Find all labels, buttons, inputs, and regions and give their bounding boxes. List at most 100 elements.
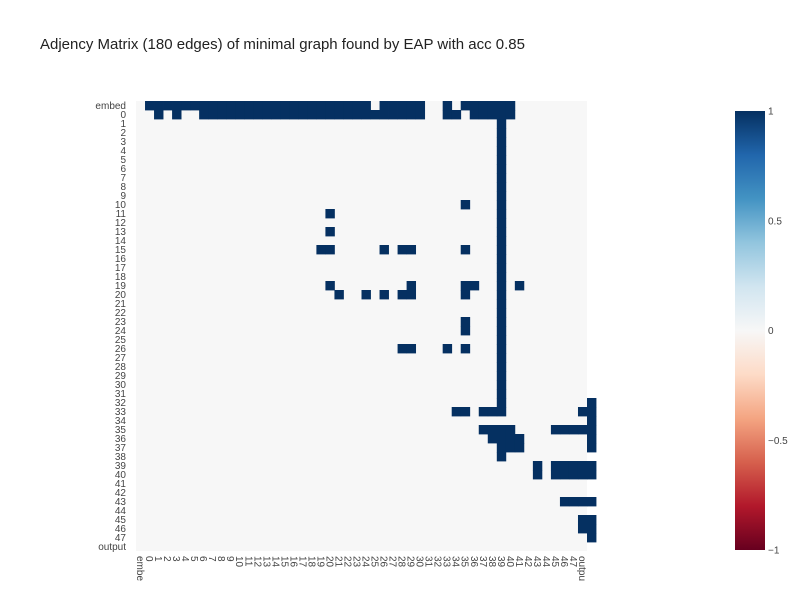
- heatmap-cell: [496, 263, 507, 273]
- x-tick-label: 47: [567, 556, 578, 568]
- heatmap-cell: [577, 515, 588, 525]
- colorbar-tick-label: −0.5: [768, 436, 788, 447]
- x-tick-label: 5: [188, 556, 199, 562]
- heatmap-cell: [496, 137, 507, 147]
- heatmap-cell: [190, 101, 200, 111]
- heatmap-cell: [559, 497, 570, 507]
- heatmap-cell: [397, 344, 407, 354]
- x-tick-label: 9: [224, 556, 235, 562]
- x-tick-label: 0: [143, 556, 154, 562]
- y-tick-label: 26: [115, 344, 127, 355]
- colorbar-tick-label: 0: [768, 326, 774, 337]
- heatmap-cell: [163, 101, 173, 111]
- heatmap-cell: [298, 101, 308, 111]
- heatmap-cell: [406, 281, 417, 291]
- x-tick-label: 35: [459, 556, 470, 568]
- heatmap-cell: [379, 290, 389, 300]
- heatmap-cell: [587, 524, 597, 534]
- y-tick-label: 3: [120, 137, 126, 148]
- heatmap-cell: [460, 281, 471, 291]
- y-tick-label: 30: [115, 380, 127, 391]
- heatmap-cell: [460, 344, 471, 354]
- heatmap-cell: [587, 515, 597, 525]
- y-axis-ticks: embed01234567891011121314151617181920212…: [95, 101, 126, 553]
- heatmap-cell: [244, 101, 254, 111]
- heatmap-cell: [325, 110, 335, 120]
- heatmap-cell: [496, 272, 507, 282]
- heatmap-cell: [496, 173, 507, 183]
- heatmap-cell: [496, 182, 507, 192]
- x-axis-ticks: embe012345678910111213141516171819202122…: [134, 556, 587, 581]
- heatmap-cell: [587, 407, 597, 417]
- heatmap-cell: [577, 461, 588, 471]
- x-tick-label: 41: [513, 556, 524, 568]
- heatmap-cell: [154, 110, 164, 120]
- y-tick-label: 2: [120, 128, 126, 139]
- y-tick-label: 0: [120, 110, 126, 121]
- x-tick-label: 12: [251, 556, 262, 568]
- x-tick-label: 43: [531, 556, 542, 568]
- x-tick-label: 34: [450, 556, 461, 568]
- heatmap-cell: [496, 299, 507, 309]
- heatmap-cell: [442, 101, 453, 111]
- heatmap-cell: [334, 290, 344, 300]
- heatmap-cell: [568, 497, 579, 507]
- heatmap-cell: [577, 497, 588, 507]
- x-tick-label: 42: [522, 556, 533, 568]
- y-tick-label: 29: [115, 371, 127, 382]
- heatmap-cell: [460, 101, 471, 111]
- y-tick-label: 10: [115, 200, 127, 211]
- heatmap-cell: [568, 425, 579, 435]
- heatmap-cell: [253, 110, 263, 120]
- heatmap-cell: [505, 110, 516, 120]
- y-tick-label: 31: [115, 389, 127, 400]
- heatmap-cell: [496, 290, 507, 300]
- heatmap-cell: [316, 245, 326, 255]
- heatmap-cell: [550, 425, 561, 435]
- y-tick-label: 43: [115, 497, 127, 508]
- heatmap-cell: [568, 470, 579, 480]
- heatmap-cell: [460, 200, 471, 210]
- heatmap-cell: [496, 425, 507, 435]
- heatmap-cell: [262, 101, 272, 111]
- x-tick-label: 44: [540, 556, 551, 568]
- heatmap-cell: [496, 344, 507, 354]
- x-tick-label: 3: [170, 556, 181, 562]
- heatmap-cell: [496, 209, 507, 219]
- x-tick-label: 36: [468, 556, 479, 568]
- heatmap-cell: [487, 425, 498, 435]
- heatmap-cell: [370, 110, 380, 120]
- heatmap-cell: [172, 101, 182, 111]
- colorbar-tick-label: 0.5: [768, 216, 782, 227]
- heatmap-cell: [226, 101, 236, 111]
- colorbar-tick-label: −1: [768, 546, 780, 557]
- heatmap-cell: [388, 110, 398, 120]
- x-tick-label: outpu: [576, 556, 587, 581]
- heatmap-cell: [406, 101, 417, 111]
- y-tick-label: 9: [120, 191, 126, 202]
- heatmap-cell: [550, 461, 561, 471]
- heatmap-cell: [154, 101, 164, 111]
- x-tick-label: 45: [549, 556, 560, 568]
- heatmap-cell: [487, 110, 498, 120]
- x-tick-label: 7: [206, 556, 217, 562]
- heatmap-cell: [199, 110, 209, 120]
- heatmap-cell: [496, 101, 507, 111]
- heatmap-cell: [514, 281, 525, 291]
- heatmap-cell: [496, 236, 507, 246]
- x-tick-label: embe: [134, 556, 145, 581]
- heatmap-cell: [325, 227, 335, 237]
- heatmap-cell: [496, 317, 507, 327]
- y-tick-label: 47: [115, 533, 127, 544]
- heatmap-cell: [262, 110, 272, 120]
- heatmap-cell: [487, 101, 498, 111]
- heatmap-cell: [217, 110, 227, 120]
- y-tick-label: 24: [115, 326, 127, 337]
- y-tick-label: 15: [115, 245, 127, 256]
- heatmap-cell: [379, 110, 389, 120]
- heatmap-cell: [496, 452, 507, 462]
- heatmap-cell: [505, 425, 516, 435]
- heatmap-cell: [496, 380, 507, 390]
- heatmap-cell: [587, 434, 597, 444]
- heatmap-cell: [325, 101, 335, 111]
